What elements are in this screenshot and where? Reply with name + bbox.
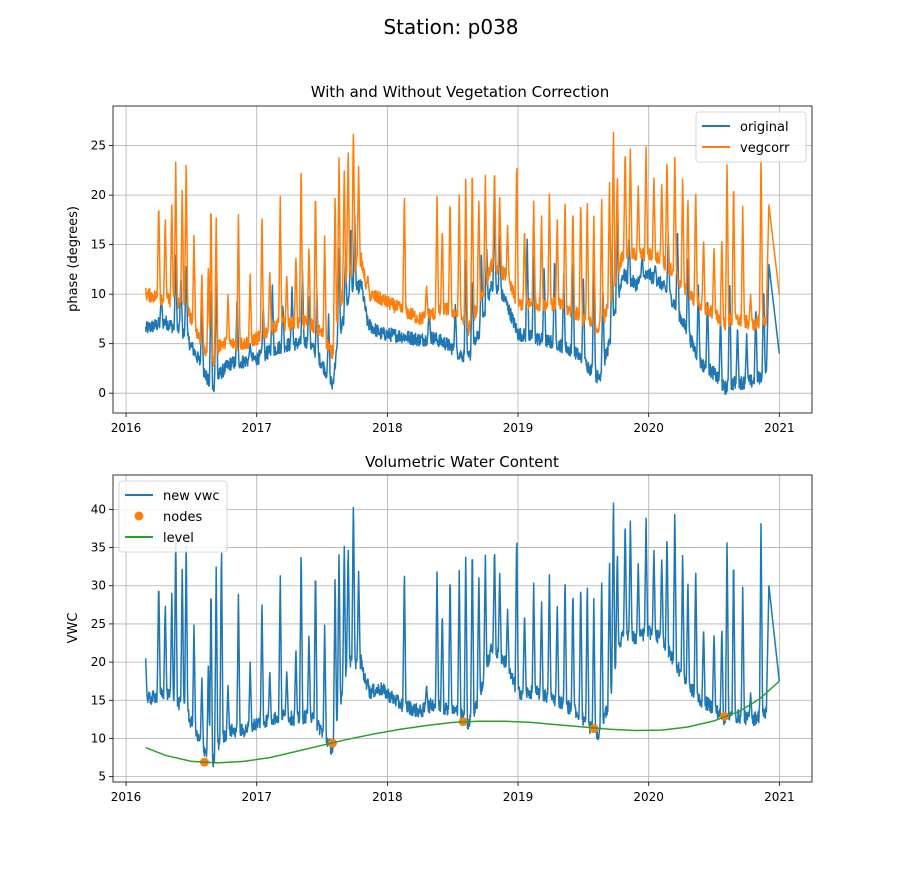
series-line-original xyxy=(144,214,781,396)
legend-label: original xyxy=(740,120,789,135)
panel-1: 2016 2017 2018 2019 2020 2021 0 5 10 15 20 25 origin… xyxy=(91,105,813,435)
x-tick-label: 2017 xyxy=(241,790,272,804)
y-tick-label: 25 xyxy=(91,617,106,631)
legend-label: level xyxy=(163,531,194,546)
x-tick-label: 2020 xyxy=(633,790,664,804)
grid: 2016 2017 2018 2019 2020 2021 5 10 15 20 25 30 35 40 xyxy=(91,475,812,804)
x-tick-label: 2021 xyxy=(764,421,795,435)
figure-suptitle: Station: p038 xyxy=(383,15,518,39)
x-tick-label: 2016 xyxy=(111,790,142,804)
x-tick-label: 2021 xyxy=(764,790,795,804)
y-tick-label: 30 xyxy=(91,579,106,593)
legend-label: vegcorr xyxy=(740,141,790,156)
y-tick-label: 5 xyxy=(98,770,106,784)
series-line-new-vwc xyxy=(144,502,781,768)
x-tick-label: 2017 xyxy=(241,421,272,435)
y-tick-label: 20 xyxy=(91,188,106,202)
x-tick-label: 2016 xyxy=(111,421,142,435)
legend-box xyxy=(118,480,228,553)
legend-marker xyxy=(134,511,144,521)
x-tick-label: 2018 xyxy=(372,421,403,435)
x-tick-label: 2020 xyxy=(633,421,664,435)
panel-1-ylabel: phase (degrees) xyxy=(66,206,81,312)
panel-2-ylabel: VWC xyxy=(66,613,81,644)
series-group xyxy=(144,131,781,396)
legend-box xyxy=(695,111,807,163)
y-tick-label: 15 xyxy=(91,693,106,707)
panel-1-title: With and Without Vegetation Correction xyxy=(311,83,609,101)
y-tick-label: 25 xyxy=(91,139,106,153)
y-tick-label: 10 xyxy=(91,287,106,301)
x-tick-label: 2019 xyxy=(503,421,534,435)
y-tick-label: 5 xyxy=(98,337,106,351)
series-line-level xyxy=(145,680,780,764)
legend-label: new vwc xyxy=(163,489,219,504)
y-tick-label: 40 xyxy=(91,502,106,516)
y-tick-label: 10 xyxy=(91,731,106,745)
y-tick-label: 20 xyxy=(91,655,106,669)
legend: original vegcorr xyxy=(695,111,807,163)
panel-2: 2016 2017 2018 2019 2020 2021 5 10 15 20 25 30 35 40 n… xyxy=(91,474,813,804)
x-tick-label: 2018 xyxy=(372,790,403,804)
legend: new vwc nodes level xyxy=(118,480,228,553)
panel-frame xyxy=(112,105,813,414)
series-group xyxy=(144,502,781,768)
panel-frame xyxy=(112,474,813,783)
y-tick-label: 35 xyxy=(91,541,106,555)
legend-label: nodes xyxy=(163,510,202,525)
y-tick-label: 0 xyxy=(98,386,106,400)
x-tick-label: 2019 xyxy=(503,790,534,804)
y-tick-label: 15 xyxy=(91,238,106,252)
series-line-vegcorr xyxy=(144,131,781,368)
panel-2-title: Volumetric Water Content xyxy=(365,453,559,471)
